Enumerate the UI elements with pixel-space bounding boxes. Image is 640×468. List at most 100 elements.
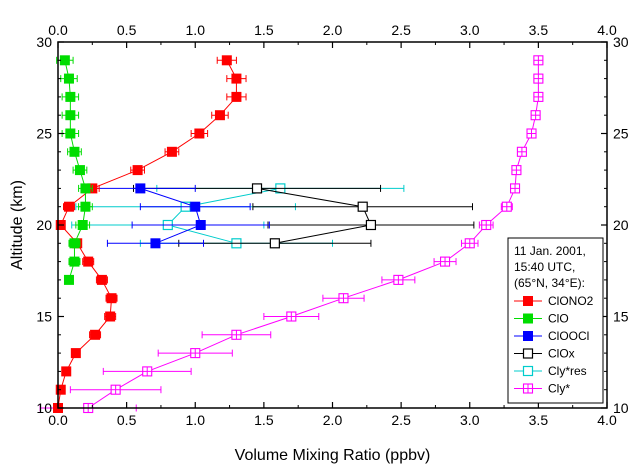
y-tick-label-right: 25 <box>613 126 629 142</box>
data-point <box>439 256 451 267</box>
data-point <box>70 348 81 359</box>
legend-note-line-3: (65°N, 34°E): <box>514 276 585 290</box>
series-cly- <box>39 55 544 414</box>
data-point <box>365 219 377 231</box>
legend-label-cly-res: Cly*res <box>548 364 587 378</box>
legend-entry-cly-res: Cly*res <box>514 364 587 378</box>
series-layer <box>39 55 544 414</box>
x-tick-label-top: 1.5 <box>254 22 274 38</box>
x-tick-label-bottom: 1.5 <box>254 412 274 428</box>
legend-marker-cloocl <box>523 331 533 341</box>
x-tick-label-top: 2.0 <box>323 22 343 38</box>
data-point <box>533 55 544 66</box>
data-point <box>190 348 201 359</box>
y-tick-label-left: 15 <box>36 309 52 325</box>
data-point <box>63 201 74 212</box>
x-tick-label-top: 0.0 <box>48 22 68 38</box>
legend-note-line-2: 15:40 UTC, <box>514 260 575 274</box>
x-tick-label-bottom: 0.0 <box>48 412 68 428</box>
x-tick-label-top: 4.0 <box>597 22 617 38</box>
data-point <box>110 384 121 395</box>
legend-entry-clox: ClOx <box>514 347 575 361</box>
data-point <box>195 220 206 230</box>
data-point <box>142 366 153 377</box>
y-axis-title: Altitude (km) <box>9 180 26 270</box>
x-tick-label-top: 0.5 <box>117 22 137 38</box>
data-point <box>231 73 242 84</box>
data-point <box>63 274 74 285</box>
data-point <box>530 110 541 121</box>
data-point <box>393 274 404 285</box>
legend-label-clox: ClOx <box>548 347 575 361</box>
data-point <box>194 128 205 139</box>
data-point <box>526 128 537 139</box>
data-point <box>509 183 521 194</box>
data-point <box>65 128 76 139</box>
legend-entry-clono2: ClONO2 <box>514 294 594 308</box>
data-point <box>83 256 94 267</box>
y-tick-label-left: 25 <box>36 126 52 142</box>
data-point <box>69 256 80 267</box>
legend-marker-cly- <box>522 383 534 394</box>
legend-entry-cloocl: ClOOCl <box>514 329 589 343</box>
series-line-cloocl <box>140 187 202 244</box>
data-point <box>74 165 85 176</box>
data-point <box>231 91 242 102</box>
legend-marker-clo <box>523 313 533 324</box>
data-point <box>357 201 368 212</box>
y-tick-label-left: 20 <box>36 217 52 233</box>
data-point <box>65 91 76 102</box>
y-tick-label-right: 30 <box>613 34 629 50</box>
legend-marker-clox <box>522 348 534 359</box>
data-point <box>61 366 72 377</box>
data-point <box>80 201 91 212</box>
data-point <box>269 238 280 249</box>
data-point <box>190 201 201 212</box>
data-point <box>106 293 117 304</box>
x-tick-label-bottom: 2.0 <box>323 412 343 428</box>
series-clo <box>56 55 93 285</box>
legend-label-cly-: Cly* <box>548 382 570 396</box>
series-line-cly-res <box>166 187 281 244</box>
data-point <box>77 220 88 230</box>
data-point <box>166 146 177 157</box>
x-tick-label-bottom: 4.0 <box>597 412 617 428</box>
x-tick-label-bottom: 3.5 <box>529 412 549 428</box>
data-point <box>251 183 263 194</box>
data-point <box>96 274 107 285</box>
legend-entry-clo: ClO <box>514 312 569 326</box>
data-point <box>511 165 522 176</box>
x-tick-label-top: 3.0 <box>460 22 480 38</box>
data-point <box>501 201 512 212</box>
data-point <box>516 146 527 157</box>
data-point <box>105 311 116 322</box>
data-point <box>80 183 91 194</box>
data-point <box>59 55 70 66</box>
legend-marker-clono2 <box>523 296 533 306</box>
x-tick-label-top: 1.0 <box>186 22 206 38</box>
y-tick-label-right: 15 <box>613 309 629 325</box>
legend-label-clono2: ClONO2 <box>548 294 594 308</box>
x-tick-label-bottom: 0.5 <box>117 412 137 428</box>
data-point <box>533 73 544 84</box>
data-point <box>533 91 544 102</box>
series-clox <box>132 183 475 249</box>
ticks-layer: 0.0 0.0 0.5 0.5 1.0 1.0 1.5 1.5 2.0 2.0 2.5 2.5 3.0 3… <box>36 22 628 428</box>
legend-entries: ClONO2 ClO ClOOCl ClOx Cly*res Cly* <box>514 294 594 396</box>
data-point <box>63 73 74 84</box>
data-point <box>150 238 161 249</box>
x-axis-title: Volume Mixing Ratio (ppbv) <box>235 447 431 464</box>
data-point <box>214 110 225 121</box>
legend: 11 Jan. 2001, 15:40 UTC, (65°N, 34°E): C… <box>507 237 604 404</box>
data-point <box>135 183 146 194</box>
legend-label-cloocl: ClOOCl <box>548 329 589 343</box>
series-cloocl <box>84 183 270 249</box>
data-point <box>481 219 492 231</box>
data-point <box>464 238 475 249</box>
data-point <box>69 238 80 249</box>
data-point <box>338 293 349 304</box>
x-tick-label-bottom: 3.0 <box>460 412 480 428</box>
x-tick-label-top: 2.5 <box>391 22 411 38</box>
data-point <box>221 55 232 66</box>
